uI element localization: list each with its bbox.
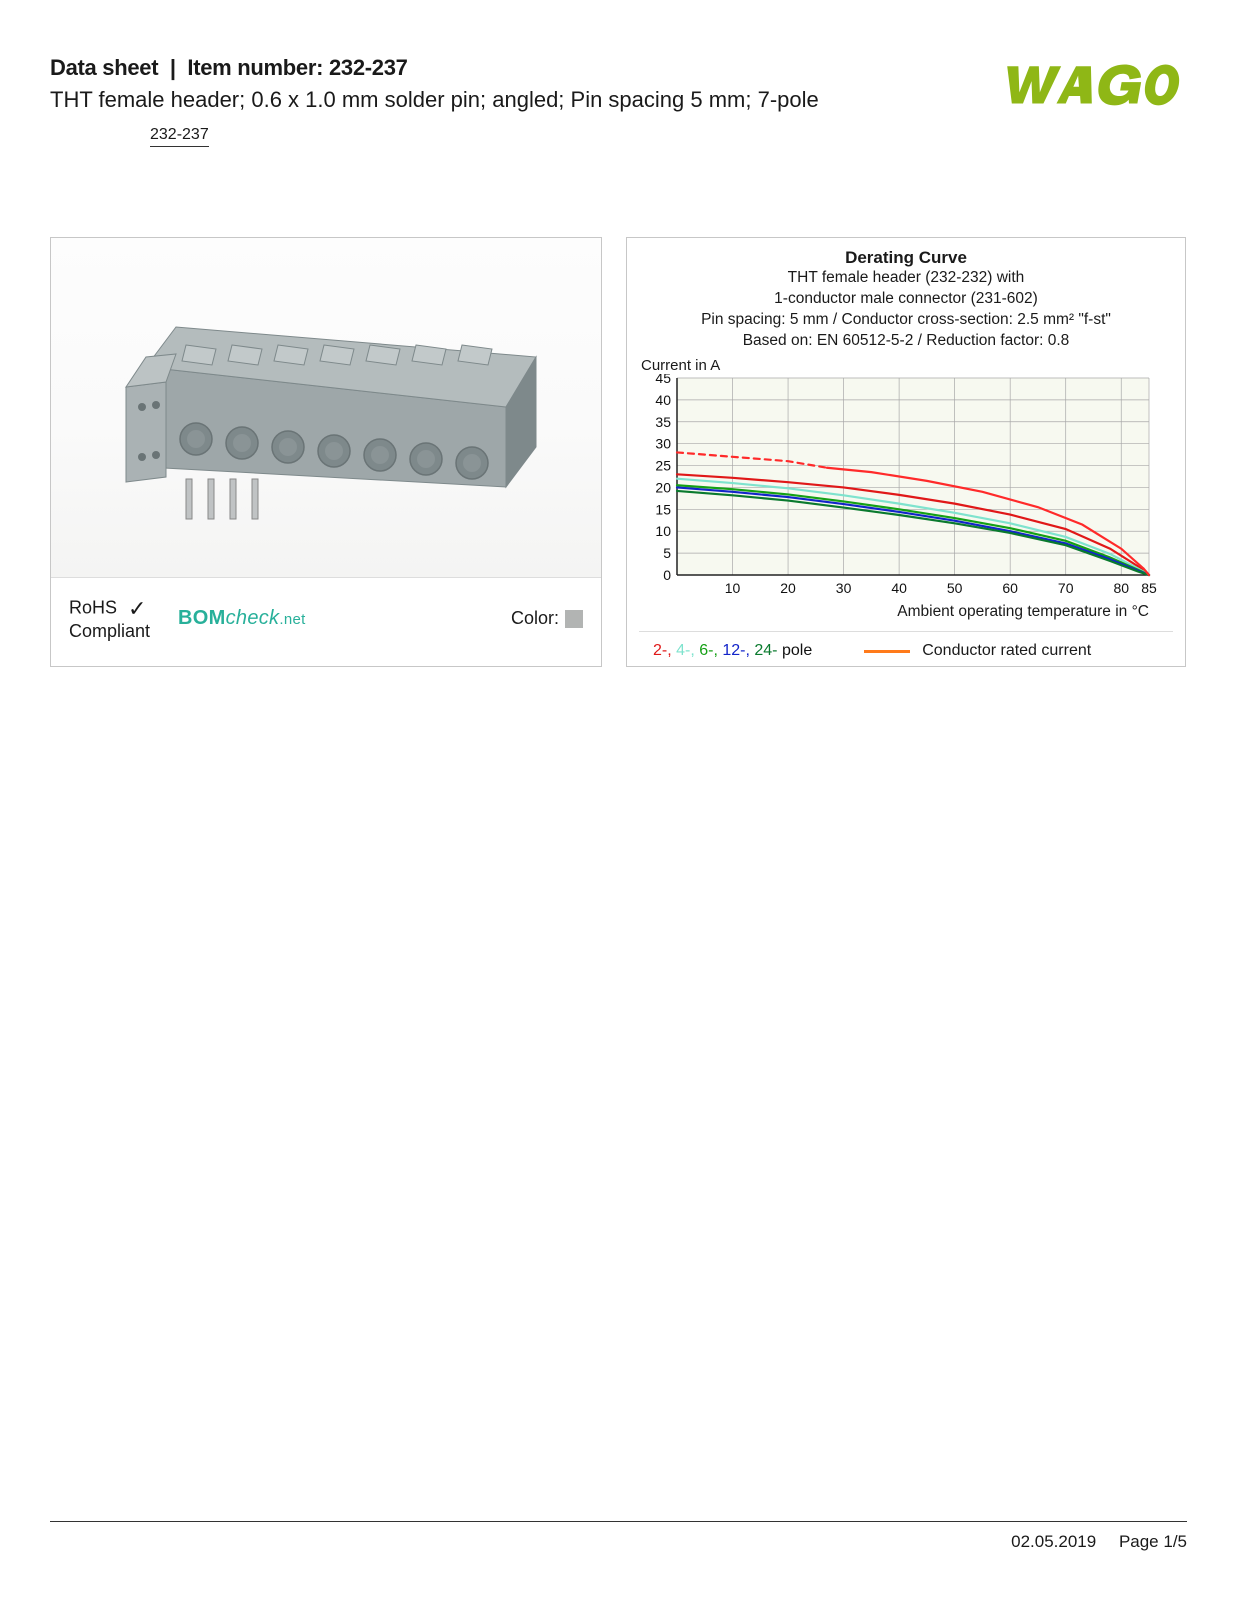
chart-sub1: THT female header (232-232) with xyxy=(639,268,1173,289)
bomcheck-bold: BOM xyxy=(178,607,226,629)
legend-item: 12-, xyxy=(718,642,750,659)
chart-panel: Derating Curve THT female header (232-23… xyxy=(626,237,1186,667)
item-chip: 232-237 xyxy=(150,126,209,147)
page-title: Data sheet | Item number: 232-237 xyxy=(50,55,987,81)
legend-item: 24- xyxy=(750,642,778,659)
chart-sub2: 1-conductor male connector (231-602) xyxy=(639,289,1173,310)
svg-text:40: 40 xyxy=(891,580,907,596)
wago-logo xyxy=(1007,57,1187,120)
title-item-label: Item number: xyxy=(187,55,323,80)
svg-text:10: 10 xyxy=(655,524,671,540)
panels: RoHS ✓ Compliant BOMcheck.net Color: Der… xyxy=(50,237,1187,667)
y-axis-label: Current in A xyxy=(641,357,1173,374)
chart-sub4: Based on: EN 60512-5-2 / Reduction facto… xyxy=(639,331,1173,352)
legend-rated-label: Conductor rated current xyxy=(922,642,1091,660)
footer-date: 02.05.2019 xyxy=(1011,1532,1096,1551)
svg-text:40: 40 xyxy=(655,392,671,408)
subtitle: THT female header; 0.6 x 1.0 mm solder p… xyxy=(50,85,987,116)
svg-text:70: 70 xyxy=(1058,580,1074,596)
svg-text:85: 85 xyxy=(1141,580,1157,596)
svg-text:45: 45 xyxy=(655,374,671,386)
rohs-line2: Compliant xyxy=(69,621,150,641)
svg-text:30: 30 xyxy=(655,436,671,452)
svg-text:20: 20 xyxy=(655,480,671,496)
bomcheck-suffix: .net xyxy=(279,611,305,628)
svg-text:25: 25 xyxy=(655,458,671,474)
chart-legend: 2-, 4-, 6-, 12-, 24- pole Conductor rate… xyxy=(639,631,1173,660)
svg-text:5: 5 xyxy=(663,546,671,562)
legend-item: 4-, xyxy=(672,642,695,659)
rohs-line1: RoHS xyxy=(69,597,117,617)
svg-text:0: 0 xyxy=(663,567,671,583)
title-sep: | xyxy=(170,55,176,80)
product-footer: RoHS ✓ Compliant BOMcheck.net Color: xyxy=(51,578,601,642)
svg-text:30: 30 xyxy=(836,580,852,596)
legend-rated-line xyxy=(864,650,910,653)
legend-poles: 2-, 4-, 6-, 12-, 24- pole xyxy=(653,642,812,660)
bomcheck-mid: check xyxy=(226,607,280,629)
legend-item: pole xyxy=(778,642,813,659)
page-footer: 02.05.2019 Page 1/5 xyxy=(50,1521,1187,1552)
chart-plot: 0 5 10 15 20 25 30 35 40 45 10 20 30 40 50 60 70 80 85 xyxy=(643,374,1163,599)
rohs-badge: RoHS ✓ Compliant xyxy=(69,596,150,642)
svg-text:15: 15 xyxy=(655,502,671,518)
x-axis-label: Ambient operating temperature in °C xyxy=(639,603,1149,621)
svg-text:80: 80 xyxy=(1113,580,1129,596)
product-illustration xyxy=(51,238,601,578)
chart-title: Derating Curve xyxy=(639,248,1173,268)
svg-text:60: 60 xyxy=(1002,580,1018,596)
svg-text:20: 20 xyxy=(780,580,796,596)
svg-text:50: 50 xyxy=(947,580,963,596)
header: Data sheet | Item number: 232-237 THT fe… xyxy=(50,55,1187,147)
color-swatch xyxy=(565,610,583,628)
legend-item: 2-, xyxy=(653,642,672,659)
title-item-number: 232-237 xyxy=(329,55,408,80)
svg-text:10: 10 xyxy=(725,580,741,596)
chart-sub3: Pin spacing: 5 mm / Conductor cross-sect… xyxy=(639,310,1173,331)
check-icon: ✓ xyxy=(128,596,146,621)
title-prefix: Data sheet xyxy=(50,55,158,80)
bomcheck-logo: BOMcheck.net xyxy=(178,607,306,630)
color-indicator: Color: xyxy=(511,608,583,629)
svg-text:35: 35 xyxy=(655,414,671,430)
product-panel: RoHS ✓ Compliant BOMcheck.net Color: xyxy=(50,237,602,667)
header-text: Data sheet | Item number: 232-237 THT fe… xyxy=(50,55,987,147)
footer-page: Page 1/5 xyxy=(1119,1532,1187,1551)
legend-item: 6-, xyxy=(695,642,718,659)
color-label-text: Color: xyxy=(511,608,559,629)
